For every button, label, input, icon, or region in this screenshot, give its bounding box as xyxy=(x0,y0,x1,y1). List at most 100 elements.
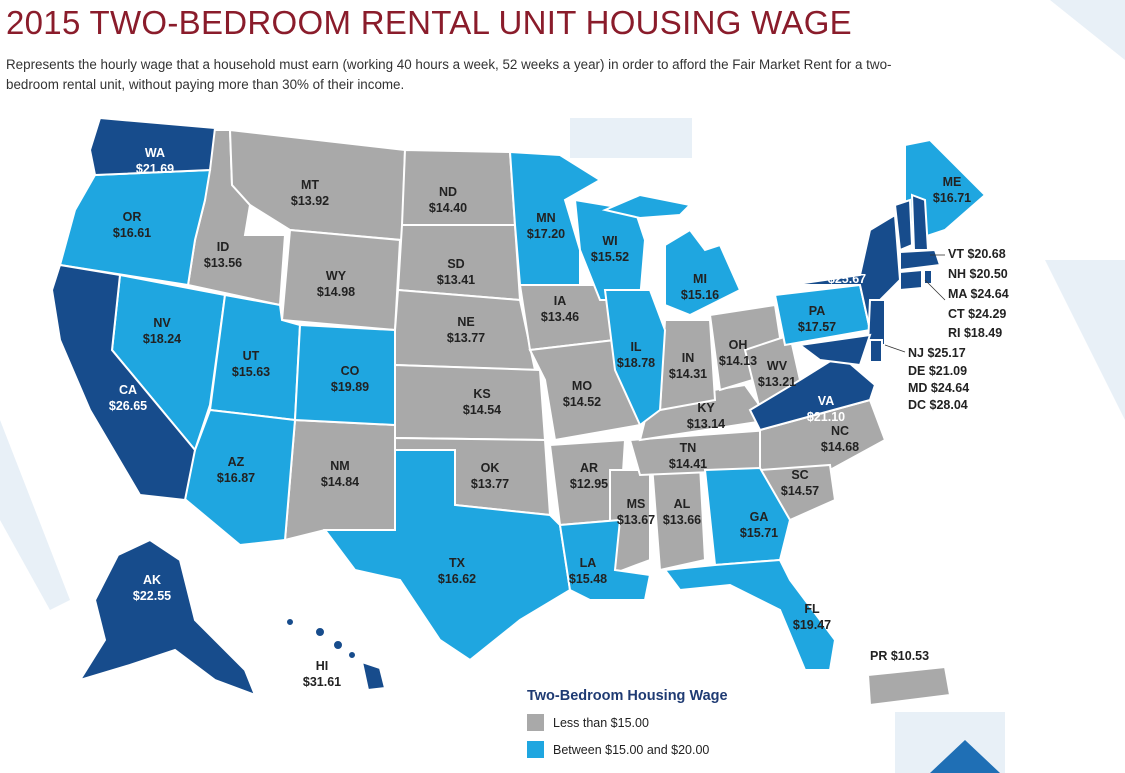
state-abbr-MN: MN xyxy=(536,211,555,225)
state-NE xyxy=(394,288,537,372)
state-LA xyxy=(558,518,652,601)
state-abbr-SC: SC xyxy=(791,468,808,482)
state-DE xyxy=(869,339,883,363)
state-wage-NM: $14.84 xyxy=(321,475,359,489)
state-abbr-NE: NE xyxy=(457,315,474,329)
side-label-PR: PR $10.53 xyxy=(870,649,929,663)
state-wage-KS: $14.54 xyxy=(463,403,501,417)
state-NJ xyxy=(866,299,886,346)
legend-item-gray: Less than $15.00 xyxy=(527,714,827,731)
state-wage-IL: $18.78 xyxy=(617,356,655,370)
state-abbr-NC: NC xyxy=(831,424,849,438)
legend-swatch-light-blue xyxy=(527,741,544,758)
state-wage-VA: $21.10 xyxy=(807,410,845,424)
state-wage-GA: $15.71 xyxy=(740,526,778,540)
legend: Two-Bedroom Housing Wage Less than $15.0… xyxy=(527,688,827,768)
state-abbr-IL: IL xyxy=(630,340,641,354)
state-wage-WI: $15.52 xyxy=(591,250,629,264)
state-wage-OK: $13.77 xyxy=(471,477,509,491)
state-wage-ID: $13.56 xyxy=(204,256,242,270)
side-label-CT: CT $24.29 xyxy=(948,307,1006,321)
state-FL xyxy=(663,558,837,671)
state-NH xyxy=(910,193,930,251)
state-wage-SD: $13.41 xyxy=(437,273,475,287)
state-wage-PA: $17.57 xyxy=(798,320,836,334)
state-abbr-AR: AR xyxy=(580,461,598,475)
state-wage-WV: $13.21 xyxy=(758,375,796,389)
state-abbr-SD: SD xyxy=(447,257,464,271)
state-abbr-PA: PA xyxy=(809,304,825,318)
state-wage-MS: $13.67 xyxy=(617,513,655,527)
state-abbr-WV: WV xyxy=(767,359,788,373)
state-abbr-CO: CO xyxy=(341,364,360,378)
state-abbr-MI: MI xyxy=(693,272,707,286)
state-wage-HI: $31.61 xyxy=(303,675,341,689)
state-wage-MO: $14.52 xyxy=(563,395,601,409)
legend-label: Between $15.00 and $20.00 xyxy=(553,742,710,757)
state-WA xyxy=(88,116,217,177)
state-wage-OR: $16.61 xyxy=(113,226,151,240)
state-wage-OH: $14.13 xyxy=(719,354,757,368)
state-abbr-WY: WY xyxy=(326,269,347,283)
state-wage-MT: $13.92 xyxy=(291,194,329,208)
state-abbr-TN: TN xyxy=(680,441,697,455)
state-IN xyxy=(658,319,717,412)
state-abbr-CA: CA xyxy=(119,383,137,397)
state-VA xyxy=(748,353,877,432)
side-label-RI: RI $18.49 xyxy=(948,326,1002,340)
state-wage-CO: $19.89 xyxy=(331,380,369,394)
legend-title: Two-Bedroom Housing Wage xyxy=(527,688,728,704)
state-MI xyxy=(664,228,742,317)
state-wage-ND: $14.40 xyxy=(429,201,467,215)
state-CO xyxy=(293,323,396,427)
side-label-VT: VT $20.68 xyxy=(948,247,1006,261)
state-RI xyxy=(923,269,933,285)
state-HI xyxy=(285,617,387,692)
side-label-NJ: NJ $25.17 xyxy=(908,346,966,360)
side-label-MA: MA $24.64 xyxy=(948,287,1009,301)
state-CA xyxy=(50,263,197,502)
side-label-MD: MD $24.64 xyxy=(908,381,969,395)
state-wage-NY: $25.67 xyxy=(828,272,866,286)
state-abbr-LA: LA xyxy=(580,556,597,570)
state-abbr-ME: ME xyxy=(943,175,962,189)
state-abbr-OR: OR xyxy=(123,210,142,224)
background-decoration xyxy=(0,0,1125,610)
side-label-NH: NH $20.50 xyxy=(948,267,1008,281)
state-abbr-ID: ID xyxy=(217,240,230,254)
state-abbr-WA: WA xyxy=(145,146,165,160)
state-wage-NE: $13.77 xyxy=(447,331,485,345)
state-wage-IA: $13.46 xyxy=(541,310,579,324)
state-wage-TN: $14.41 xyxy=(669,457,707,471)
state-abbr-NV: NV xyxy=(153,316,171,330)
state-OR xyxy=(58,168,212,287)
state-abbr-IA: IA xyxy=(554,294,567,308)
state-abbr-AL: AL xyxy=(674,497,691,511)
state-abbr-GA: GA xyxy=(750,510,769,524)
state-wage-SC: $14.57 xyxy=(781,484,819,498)
state-wage-WY: $14.98 xyxy=(317,285,355,299)
legend-label: Less than $15.00 xyxy=(553,715,649,730)
state-wage-FL: $19.47 xyxy=(793,618,831,632)
state-wage-NC: $14.68 xyxy=(821,440,859,454)
state-VT xyxy=(893,198,914,252)
state-connector-lines xyxy=(884,254,946,353)
state-MD xyxy=(797,333,872,367)
state-abbr-KY: KY xyxy=(697,401,715,415)
state-AK xyxy=(77,538,257,697)
state-abbr-OK: OK xyxy=(481,461,500,475)
state-wage-AK: $22.55 xyxy=(133,589,171,603)
state-abbr-ND: ND xyxy=(439,185,457,199)
state-abbr-NM: NM xyxy=(330,459,349,473)
state-wage-UT: $15.63 xyxy=(232,365,270,379)
state-wage-CA: $26.65 xyxy=(109,399,147,413)
state-abbr-AZ: AZ xyxy=(228,455,245,469)
side-label-DE: DE $21.09 xyxy=(908,364,967,378)
state-abbr-FL: FL xyxy=(804,602,820,616)
state-wage-ME: $16.71 xyxy=(933,191,971,205)
state-abbr-UT: UT xyxy=(243,349,260,363)
state-wage-KY: $13.14 xyxy=(687,417,725,431)
state-abbr-IN: IN xyxy=(682,351,695,365)
state-MI-upper xyxy=(601,193,693,220)
state-abbr-MT: MT xyxy=(301,178,319,192)
